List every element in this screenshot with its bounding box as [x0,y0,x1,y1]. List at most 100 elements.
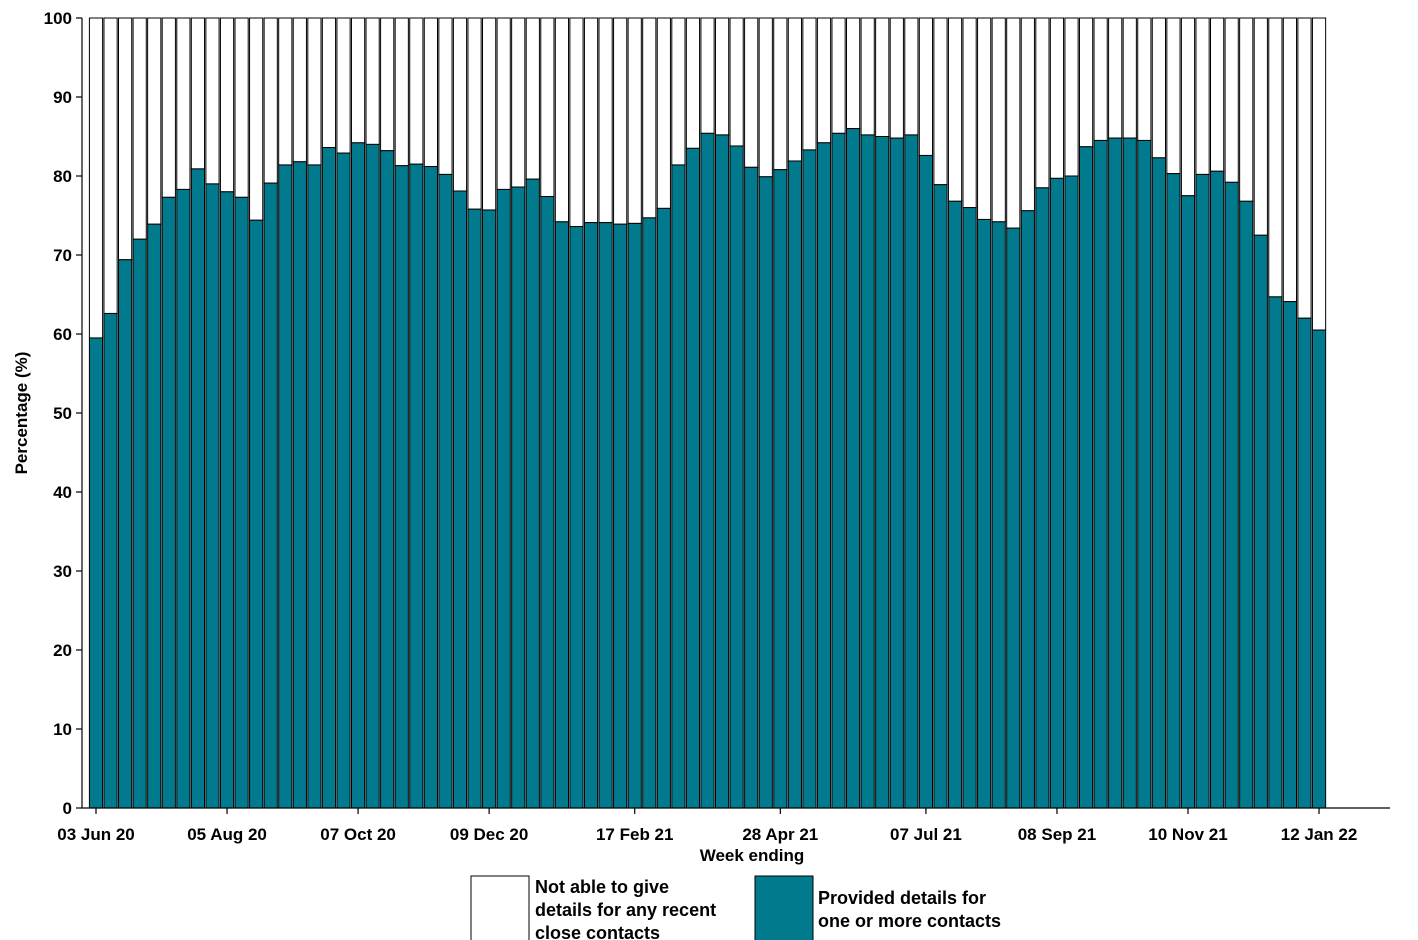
bar-not-able-3 [132,17,147,240]
bar-not-able-66 [1049,17,1065,179]
bar-not-able-4 [147,17,162,225]
bar-provided-39 [656,207,671,809]
bar-not-able-49 [802,17,817,151]
bar-not-able-33 [569,17,584,228]
bar-not-able-79 [1239,17,1254,202]
bar-provided-49 [802,149,817,809]
bar-provided-14 [292,161,307,809]
bar-not-able-54 [875,17,890,137]
bar-provided-63 [1006,227,1021,809]
bar-not-able-36 [613,17,628,225]
bar-provided-44 [729,145,744,809]
bar-provided-51 [831,132,846,809]
y-tick-label-10: 10 [53,720,72,739]
bar-provided-30 [525,178,540,809]
bar-not-able-76 [1195,17,1210,175]
x-tick-label-66: 08 Sep 21 [1018,825,1096,844]
bar-provided-10 [234,196,249,809]
bar-provided-4 [147,223,162,809]
bar-not-able-82 [1282,17,1298,303]
bar-not-able-58 [933,17,948,186]
bar-provided-9 [219,191,235,809]
bar-provided-62 [991,221,1006,809]
bar-provided-65 [1035,187,1050,809]
bar-not-able-40 [671,17,686,166]
bar-not-able-47 [773,17,788,171]
bar-provided-28 [496,188,511,809]
bar-provided-7 [190,168,206,809]
bar-provided-53 [860,134,875,809]
bar-provided-32 [554,221,570,809]
bar-provided-42 [700,132,715,809]
bar-not-able-1 [103,17,118,314]
bars-group [88,17,1327,809]
bar-not-able-31 [540,17,555,198]
bar-not-able-35 [598,17,613,224]
bar-provided-26 [467,208,482,809]
bar-provided-55 [889,137,904,809]
bar-not-able-12 [263,17,278,184]
bar-provided-6 [176,188,191,809]
bar-provided-2 [118,259,133,809]
bar-not-able-46 [758,17,773,178]
bar-not-able-27 [482,17,497,211]
y-tick-label-80: 80 [53,167,72,186]
bar-not-able-67 [1064,17,1079,177]
bar-provided-57 [918,154,934,809]
bar-not-able-37 [627,17,642,224]
bar-provided-29 [511,186,526,809]
bar-not-able-81 [1268,17,1283,298]
bar-not-able-30 [525,17,540,180]
bar-not-able-9 [219,17,235,193]
x-tick-label-9: 05 Aug 20 [187,825,267,844]
bar-not-able-69 [1093,17,1108,141]
bar-provided-81 [1268,296,1283,809]
bar-provided-50 [816,142,832,809]
bar-provided-34 [583,222,599,809]
x-axis-title: Week ending [700,846,805,865]
legend-label-provided-line-1: one or more contacts [818,911,1001,931]
x-tick-label-84: 12 Jan 22 [1281,825,1358,844]
bar-provided-15 [307,164,322,809]
bar-provided-56 [904,134,919,809]
bar-provided-68 [1078,146,1094,809]
bar-provided-35 [598,222,613,809]
bar-not-able-65 [1035,17,1050,189]
bar-provided-58 [933,184,948,809]
bar-not-able-28 [496,17,511,190]
bar-not-able-14 [292,17,307,163]
y-tick-label-50: 50 [53,404,72,423]
bar-provided-31 [540,196,555,809]
bar-provided-61 [977,218,992,809]
bar-not-able-29 [511,17,526,188]
y-tick-label-60: 60 [53,325,72,344]
bar-not-able-77 [1210,17,1225,172]
bar-provided-1 [103,312,118,809]
bar-provided-16 [321,147,337,809]
bar-not-able-52 [846,17,861,130]
bar-not-able-2 [118,17,133,261]
bar-not-able-61 [977,17,992,220]
bar-provided-37 [627,222,642,809]
bar-not-able-53 [860,17,875,136]
bar-provided-22 [409,163,424,809]
bar-provided-18 [350,142,366,809]
bar-provided-78 [1224,181,1239,809]
bar-not-able-73 [1151,17,1166,159]
x-tick-label-75: 10 Nov 21 [1148,825,1227,844]
bar-provided-24 [438,173,453,809]
x-tick-label-37: 17 Feb 21 [596,825,674,844]
bar-not-able-23 [423,17,438,168]
x-tick-label-57: 07 Jul 21 [890,825,962,844]
y-tick-label-20: 20 [53,641,72,660]
bar-not-able-11 [249,17,264,221]
y-tick-label-100: 100 [44,9,72,28]
bar-provided-38 [642,217,657,809]
bar-not-able-34 [583,17,599,224]
bar-not-able-59 [947,17,963,202]
bar-not-able-38 [642,17,657,219]
bar-provided-43 [714,134,730,809]
bar-provided-74 [1166,173,1181,809]
legend-label-provided-line-0: Provided details for [818,888,986,908]
y-tick-label-70: 70 [53,246,72,265]
